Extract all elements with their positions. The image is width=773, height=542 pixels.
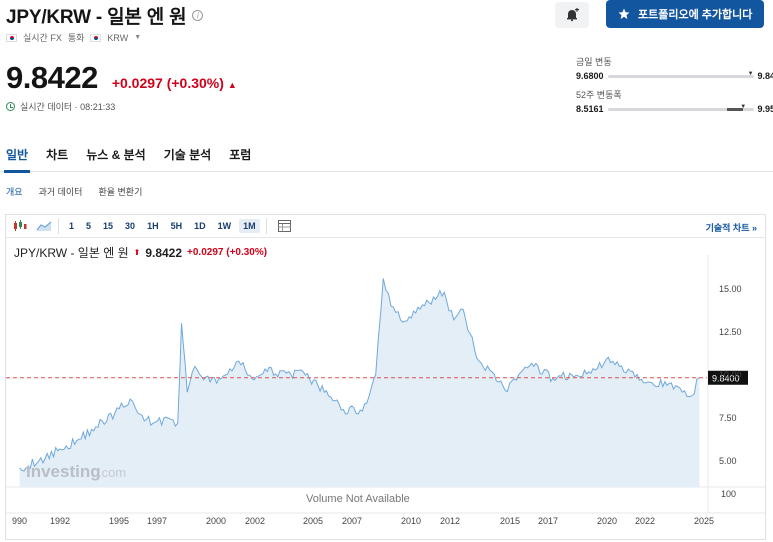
realtime-timestamp: 실시간 데이터 · 08:21:33 — [20, 102, 116, 112]
main-tabs: 일반 차트 뉴스 & 분석 기술 분석 포럼 — [6, 146, 251, 163]
star-icon — [618, 8, 630, 19]
chart-header: JPY/KRW - 일본 엔 원 ⬆ 9.8422 +0.0297 (+0.30… — [14, 244, 267, 261]
price-area-fill — [19, 278, 700, 487]
subtab-overview[interactable]: 개요 — [6, 187, 23, 197]
x-tick-label: 1995 — [109, 516, 129, 526]
tab-divider — [0, 171, 773, 172]
chart-price: 9.8422 — [145, 245, 183, 260]
area-chart-icon[interactable] — [34, 218, 54, 234]
chart-toolbar: 1 5 15 30 1H 5H 1D 1W 1M 기술적 차트 » — [6, 215, 765, 238]
price-change: +0.0297 (+0.30%) ▲ — [112, 75, 237, 91]
tab-chart[interactable]: 차트 — [46, 148, 69, 162]
time-row: 실시간 데이터 · 08:21:33 — [6, 100, 115, 113]
day-range-high: 9.8444 — [757, 71, 773, 81]
add-to-portfolio-label: 포트폴리오에 추가합니다 — [638, 9, 753, 21]
interval-1m-button[interactable]: 1M — [239, 219, 260, 233]
sub-tabs: 개요 과거 데이터 환율 변환기 — [6, 185, 142, 198]
page-title: JPY/KRW - 일본 엔 원 — [6, 7, 187, 28]
x-tick-label: 2000 — [206, 516, 226, 526]
clock-icon — [6, 102, 15, 111]
y-tick-label: 10.00 — [719, 370, 742, 380]
day-range-label: 금일 변동 — [576, 57, 612, 67]
y-tick-label: 12.50 — [719, 327, 742, 337]
price-change-value: +0.0297 (+0.30%) — [111, 75, 224, 91]
subtab-converter[interactable]: 환율 변환기 — [98, 187, 143, 197]
tab-general[interactable]: 일반 — [6, 148, 29, 162]
volume-not-available-label: Volume Not Available — [306, 493, 410, 505]
last-price-badge — [708, 370, 748, 385]
x-tick-label: 2007 — [342, 516, 362, 526]
x-tick-label: 1997 — [147, 516, 167, 526]
week52-range-low: 8.5161 — [576, 104, 604, 114]
y-tick-label: 7.50 — [719, 413, 737, 423]
day-range-bar: ▼ — [607, 71, 754, 78]
x-tick-label: 2012 — [440, 516, 460, 526]
x-tick-label: 2025 — [694, 516, 714, 526]
info-icon[interactable]: i — [192, 10, 204, 21]
y-tick-label: 15.00 — [719, 284, 742, 294]
interval-15-button[interactable]: 15 — [103, 221, 114, 231]
chart-instrument-name: JPY/KRW - 일본 엔 원 — [14, 246, 129, 260]
toolbar-separator — [265, 218, 267, 234]
interval-5h-button[interactable]: 5H — [170, 221, 183, 231]
table-view-icon[interactable] — [275, 218, 295, 234]
watermark-text: Investing — [26, 462, 101, 481]
interval-1d-button[interactable]: 1D — [194, 221, 206, 231]
tab-forum[interactable]: 포럼 — [229, 148, 252, 162]
x-tick-label: 1992 — [50, 516, 70, 526]
active-tab-indicator — [4, 170, 30, 173]
x-tick-label: 990 — [12, 516, 27, 526]
price-line — [19, 278, 700, 472]
feed-label: 실시간 FX — [23, 33, 62, 43]
volume-tick-label: 100 — [721, 489, 736, 499]
day-range-marker-icon: ▼ — [747, 70, 754, 77]
x-tick-label: 2017 — [538, 516, 558, 526]
interval-5-button[interactable]: 5 — [86, 221, 92, 231]
x-tick-label: 2002 — [245, 516, 265, 526]
x-tick-label: 2022 — [635, 516, 655, 526]
meta-row: 실시간 FX 통화 KRW ▼ — [6, 31, 141, 44]
week52-range-marker-icon: ▼ — [740, 103, 747, 110]
interval-1w-button[interactable]: 1W — [217, 221, 232, 231]
toolbar-separator — [58, 218, 59, 234]
week52-range-label: 52주 변동폭 — [576, 90, 622, 100]
x-tick-label: 2015 — [500, 516, 520, 526]
day-range-low: 9.6800 — [576, 71, 604, 81]
last-price-badge-label: 9.8400 — [712, 373, 740, 383]
candlestick-icon[interactable] — [10, 218, 30, 234]
x-tick-label: 2010 — [401, 516, 421, 526]
up-arrow-icon: ⬆ — [133, 248, 141, 257]
chevron-down-icon[interactable]: ▼ — [134, 34, 142, 41]
week52-range-high: 9.9549 — [757, 104, 773, 114]
subtab-historical-data[interactable]: 과거 데이터 — [38, 187, 83, 197]
interval-30-button[interactable]: 30 — [125, 221, 136, 231]
chart-container: 1 5 15 30 1H 5H 1D 1W 1M 기술적 차트 » JPY/KR… — [5, 214, 766, 540]
interval-1h-button[interactable]: 1H — [147, 221, 159, 231]
title-row: JPY/KRW - 일본 엔 원 i — [6, 2, 204, 29]
up-triangle-icon: ▲ — [227, 80, 237, 90]
currency-selector[interactable]: KRW — [107, 32, 129, 43]
interval-1-button[interactable]: 1 — [69, 221, 75, 231]
last-price: 9.8422 — [6, 60, 98, 95]
y-tick-label: 5.00 — [719, 456, 737, 466]
price-chart[interactable]: Investing.com 9.8400 5.00 7.50 10.00 12.50 15.… — [6, 215, 765, 539]
week52-range-fill — [727, 107, 744, 111]
korea-flag-icon — [6, 33, 17, 42]
create-alert-button[interactable] — [555, 2, 589, 28]
watermark-suffix: .com — [98, 465, 126, 480]
bell-plus-icon — [567, 8, 579, 22]
price-row: 9.8422 +0.0297 (+0.30%) ▲ — [6, 60, 237, 96]
currency-label: 통화 — [67, 33, 85, 43]
chart-change: +0.0297 (+0.30%) — [187, 247, 268, 258]
add-to-portfolio-button[interactable]: 포트폴리오에 추가합니다 — [606, 0, 764, 28]
tab-technical-analysis[interactable]: 기술 분석 — [163, 148, 212, 162]
tab-news-analysis[interactable]: 뉴스 & 분석 — [86, 148, 146, 162]
day-range: 금일 변동 9.6800 ▼ 9.8444 — [576, 55, 773, 81]
x-tick-label: 2020 — [597, 516, 617, 526]
week52-range-bar: ▼ — [607, 104, 754, 111]
technical-chart-link[interactable]: 기술적 차트 » — [705, 223, 757, 233]
week52-range: 52주 변동폭 8.5161 ▼ 9.9549 — [576, 88, 773, 114]
korea-flag-icon — [90, 33, 102, 42]
x-tick-label: 2005 — [303, 516, 323, 526]
